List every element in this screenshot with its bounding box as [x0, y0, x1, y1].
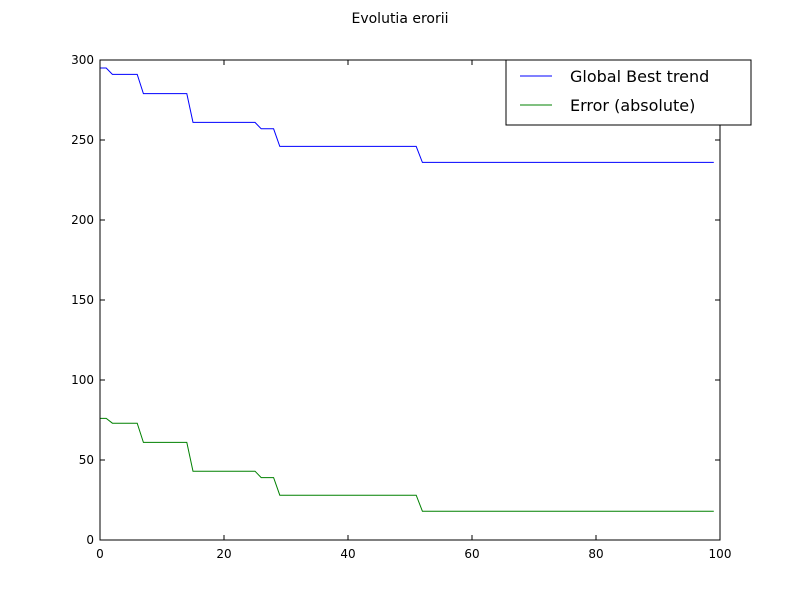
series-line-2 — [100, 417, 714, 512]
legend-label: Global Best trend — [570, 67, 709, 86]
legend-box — [505, 59, 752, 126]
y-tick-label: 100 — [71, 373, 94, 387]
y-tick-label: 300 — [71, 53, 94, 67]
y-tick-label: 150 — [71, 293, 94, 307]
plot-frame — [99, 59, 721, 541]
x-tick-label: 40 — [340, 547, 355, 561]
x-tick-label: 80 — [588, 547, 603, 561]
x-tick-label: 100 — [709, 547, 732, 561]
series-line-1 — [100, 67, 714, 163]
x-tick-label: 60 — [464, 547, 479, 561]
legend: Global Best trend Error (absolute) — [505, 59, 752, 126]
y-tick-label: 50 — [79, 453, 94, 467]
axes: 0 20 40 60 80 100 0 50 100 150 200 250 300 — [71, 53, 731, 561]
y-tick-label: 250 — [71, 133, 94, 147]
y-tick-label: 200 — [71, 213, 94, 227]
chart-title: Evolutia erorii — [351, 11, 448, 27]
x-tick-label: 0 — [96, 547, 104, 561]
y-tick-label: 0 — [86, 533, 94, 547]
series-layer — [100, 67, 714, 512]
x-tick-label: 20 — [216, 547, 231, 561]
legend-label: Error (absolute) — [570, 96, 695, 115]
